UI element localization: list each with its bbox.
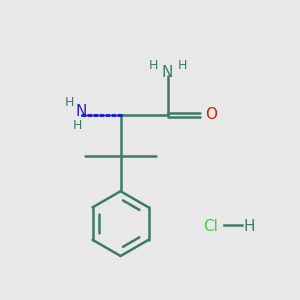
Text: O: O — [206, 107, 218, 122]
Text: H: H — [148, 59, 158, 72]
Text: H: H — [73, 119, 83, 132]
Text: H: H — [178, 59, 187, 72]
Text: H: H — [244, 219, 255, 234]
Text: Cl: Cl — [203, 219, 218, 234]
Text: N: N — [75, 104, 86, 119]
Text: H: H — [65, 96, 75, 110]
Text: N: N — [162, 65, 173, 80]
